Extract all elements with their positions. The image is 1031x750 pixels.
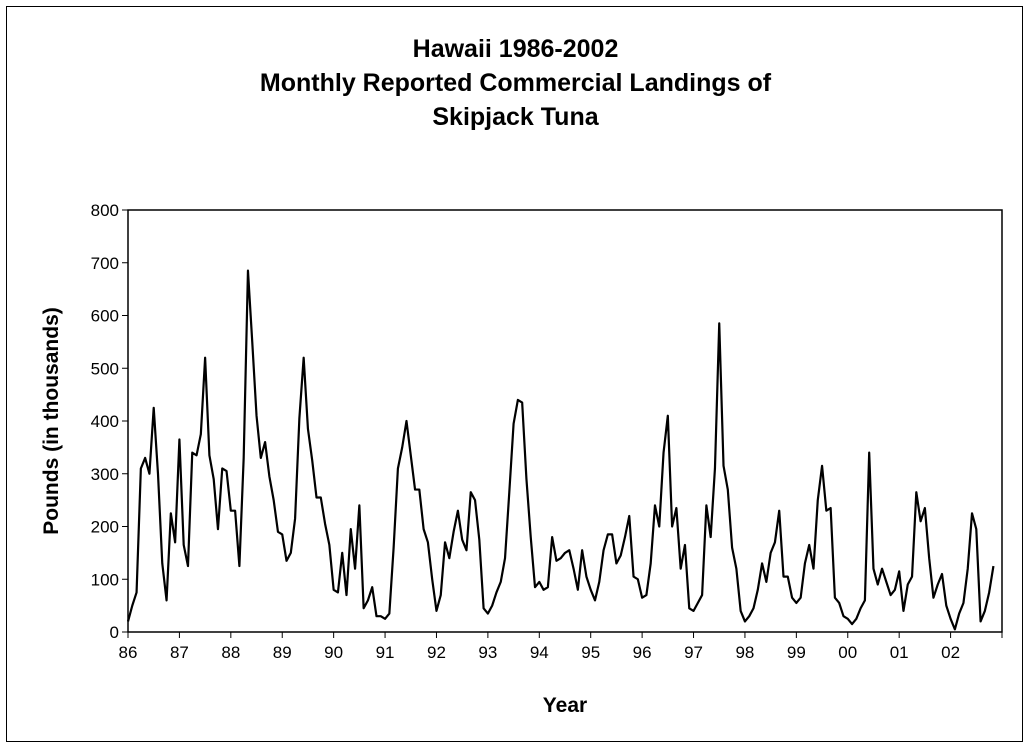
chart-title: Hawaii 1986-2002 Monthly Reported Commer… xyxy=(0,32,1031,134)
y-tick-label: 400 xyxy=(91,412,119,431)
x-tick-label: 01 xyxy=(890,643,909,662)
y-axis: 0 100 200 300 400 500 600 700 800 xyxy=(91,201,128,642)
y-tick-label: 300 xyxy=(91,465,119,484)
x-tick-label: 91 xyxy=(376,643,395,662)
x-tick-label: 00 xyxy=(838,643,857,662)
y-tick-label: 800 xyxy=(91,201,119,220)
y-axis-title: Pounds (in thousands) xyxy=(40,307,63,534)
chart-title-line-2: Monthly Reported Commercial Landings of xyxy=(259,69,772,97)
x-tick-label: 86 xyxy=(119,643,138,662)
x-tick-label: 92 xyxy=(427,643,446,662)
x-tick-label: 89 xyxy=(273,643,292,662)
x-tick-label: 94 xyxy=(530,643,549,662)
y-tick-label: 0 xyxy=(110,623,119,642)
series-group xyxy=(126,269,995,631)
x-tick-label: 90 xyxy=(324,643,343,662)
x-tick-label: 93 xyxy=(478,643,497,662)
x-tick-label: 98 xyxy=(735,643,754,662)
y-tick-label: 600 xyxy=(91,307,119,326)
y-tick-label: 200 xyxy=(91,518,119,537)
x-tick-label: 95 xyxy=(581,643,600,662)
chart-title-line-1: Hawaii 1986-2002 xyxy=(412,35,619,63)
x-tick-label: 97 xyxy=(684,643,703,662)
x-axis-title: Year xyxy=(543,694,587,717)
y-tick-label: 100 xyxy=(91,570,119,589)
x-tick-label: 02 xyxy=(941,643,960,662)
x-axis: 86 87 88 89 90 91 92 93 94 95 96 97 98 99 00 01 02 xyxy=(119,632,1003,662)
x-tick-label: 99 xyxy=(787,643,806,662)
y-tick-label: 500 xyxy=(91,359,119,378)
x-tick-label: 87 xyxy=(170,643,189,662)
chart-frame xyxy=(6,6,1023,742)
x-tick-label: 96 xyxy=(633,643,652,662)
x-tick-label: 88 xyxy=(221,643,240,662)
chart-title-line-3: Skipjack Tuna xyxy=(432,103,599,131)
y-tick-label: 700 xyxy=(91,254,119,273)
plot-area xyxy=(127,209,1003,633)
series-line-1 xyxy=(126,269,995,631)
